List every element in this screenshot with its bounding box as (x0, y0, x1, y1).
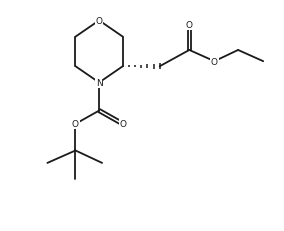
Text: N: N (96, 79, 103, 88)
Text: O: O (186, 21, 193, 30)
Text: O: O (211, 58, 218, 66)
Text: O: O (119, 120, 126, 129)
Text: O: O (96, 17, 103, 26)
Text: O: O (72, 120, 79, 129)
